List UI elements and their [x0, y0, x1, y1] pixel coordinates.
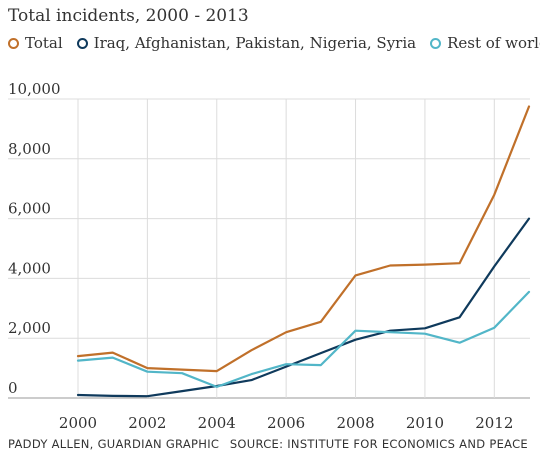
- x-tick-label: 2002: [128, 414, 166, 432]
- y-tick-label: 0: [8, 379, 18, 397]
- legend-marker-five-countries: [76, 37, 88, 49]
- x-tick-label: 2012: [475, 414, 513, 432]
- series-line-rest-of-world: [76, 290, 531, 388]
- legend-label-five-countries: Iraq, Afghanistan, Pakistan, Nigeria, Sy…: [93, 34, 417, 52]
- legend-label-rest-of-world: Rest of world: [447, 34, 540, 52]
- y-tick-label: 4,000: [8, 259, 51, 277]
- x-tick-label: 2010: [406, 414, 444, 432]
- source-text: SOURCE: INSTITUTE FOR ECONOMICS AND PEAC…: [229, 437, 528, 451]
- legend-item-total: Total: [8, 34, 63, 52]
- series-line-five-countries: [76, 217, 531, 398]
- x-tick-label: 2006: [267, 414, 305, 432]
- legend-item-rest-of-world: Rest of world: [430, 34, 540, 52]
- y-tick-label: 8,000: [8, 140, 51, 158]
- chart-title: Total incidents, 2000 - 2013: [8, 6, 249, 26]
- legend-marker-total: [8, 37, 19, 49]
- x-tick-label: 2008: [336, 414, 374, 432]
- x-tick-label: 2000: [59, 414, 97, 432]
- legend-marker-rest-of-world: [430, 37, 442, 49]
- y-tick-label: 6,000: [8, 200, 51, 218]
- legend-label-total: Total: [25, 34, 63, 52]
- legend: Total Iraq, Afghanistan, Pakistan, Niger…: [8, 34, 540, 52]
- credit-text: PADDY ALLEN, GUARDIAN GRAPHIC: [8, 437, 220, 451]
- y-tick-label: 10,000: [8, 80, 61, 98]
- series-line-total: [76, 105, 531, 373]
- x-tick-label: 2004: [198, 414, 236, 432]
- legend-item-five-countries: Iraq, Afghanistan, Pakistan, Nigeria, Sy…: [76, 34, 417, 52]
- y-tick-label: 2,000: [8, 319, 51, 337]
